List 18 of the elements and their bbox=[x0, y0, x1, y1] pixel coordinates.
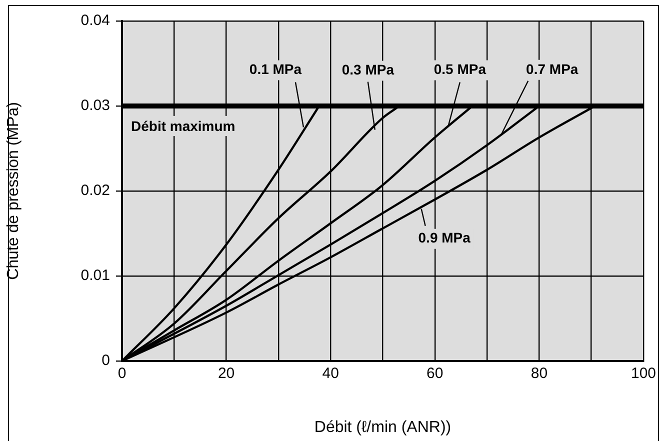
annotation: 0.3 MPa bbox=[342, 62, 394, 78]
y-tick-label: 0.02 bbox=[80, 182, 110, 200]
annotation: 0.5 MPa bbox=[434, 61, 486, 78]
x-axis-title: Débit (ℓ/min (ANR)) bbox=[314, 418, 452, 436]
y-tick-label: 0.03 bbox=[80, 97, 110, 114]
x-tick-label: 40 bbox=[322, 365, 339, 382]
x-tick-label: 100 bbox=[630, 365, 656, 382]
annotation: 0.7 MPa bbox=[526, 60, 578, 77]
y-tick-label: 0.04 bbox=[80, 12, 110, 30]
x-tick-label: 60 bbox=[426, 365, 444, 382]
y-tick-label: 0 bbox=[102, 352, 110, 370]
annotation: 0.9 MPa bbox=[418, 230, 471, 246]
x-tick-label: 0 bbox=[118, 365, 126, 382]
y-tick-label: 0.01 bbox=[80, 267, 110, 284]
ref-line-label: Débit maximum bbox=[131, 118, 236, 134]
annotation: 0.1 MPa bbox=[249, 61, 302, 78]
x-tick-label: 80 bbox=[530, 365, 548, 382]
x-tick-label: 20 bbox=[218, 365, 235, 382]
